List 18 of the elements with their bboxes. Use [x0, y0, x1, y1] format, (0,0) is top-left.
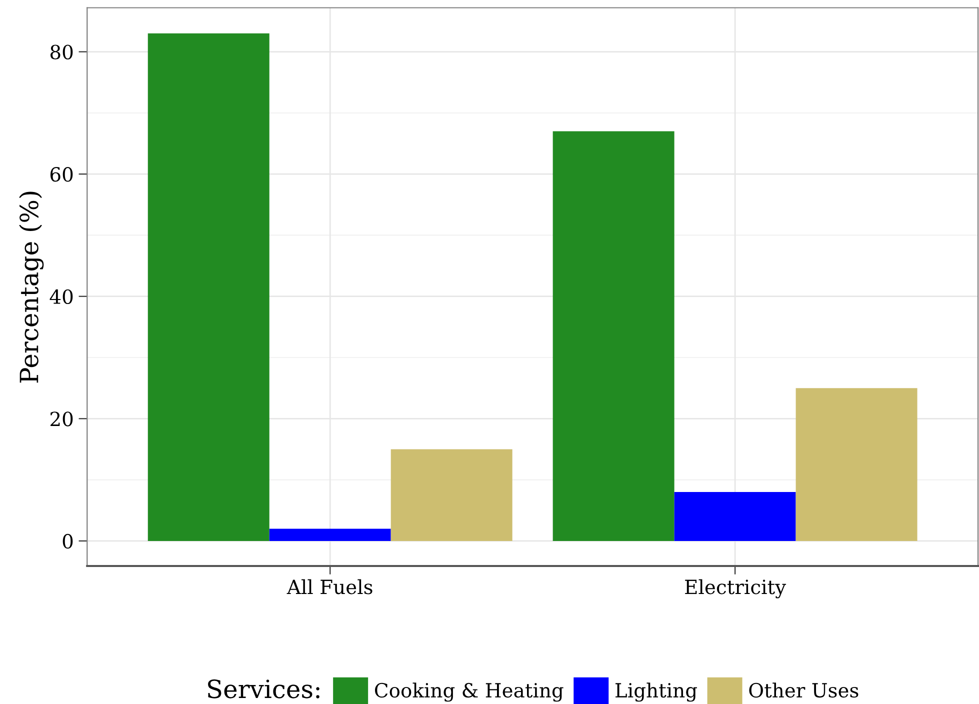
y-axis-title: Percentage (%) — [19, 192, 44, 383]
y-tick-label: 80 — [50, 44, 73, 60]
bar — [148, 33, 270, 541]
bar — [269, 528, 391, 541]
y-tick-label: 0 — [62, 534, 73, 549]
y-tick-label: 40 — [50, 289, 73, 304]
bar — [796, 388, 918, 541]
legend-label: Lighting — [616, 682, 697, 702]
x-tick-label: All Fuels — [286, 579, 372, 594]
bar — [390, 449, 512, 541]
legend-title: Services: — [208, 679, 320, 698]
bar — [552, 131, 674, 541]
y-tick-label: 60 — [50, 167, 73, 182]
legend-label: Other Uses — [749, 682, 858, 698]
y-tick-label: 20 — [50, 412, 73, 426]
legend-label: Cooking & Heating — [374, 682, 564, 702]
bar — [674, 492, 796, 541]
x-tick-label: Electricity — [685, 579, 786, 598]
